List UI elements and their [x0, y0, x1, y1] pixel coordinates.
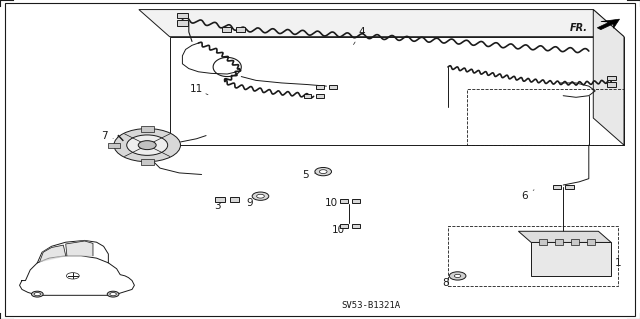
- Bar: [222, 27, 231, 32]
- Circle shape: [315, 167, 332, 176]
- Text: SV53-B1321A: SV53-B1321A: [342, 301, 401, 310]
- Bar: [141, 126, 154, 132]
- Text: 11: 11: [190, 84, 208, 95]
- Bar: [304, 94, 312, 98]
- Bar: [352, 199, 360, 203]
- Text: 4: 4: [353, 27, 365, 45]
- Bar: [177, 13, 188, 18]
- Circle shape: [449, 272, 466, 280]
- Bar: [316, 85, 324, 89]
- Bar: [448, 226, 618, 286]
- Bar: [230, 197, 239, 202]
- Bar: [352, 224, 360, 228]
- Circle shape: [127, 135, 168, 155]
- Text: 10: 10: [332, 225, 344, 235]
- Text: FR.: FR.: [570, 23, 588, 33]
- Bar: [588, 239, 595, 245]
- Bar: [531, 242, 611, 276]
- Text: 5: 5: [303, 170, 316, 181]
- Circle shape: [319, 170, 327, 174]
- Bar: [540, 239, 547, 245]
- Text: 10: 10: [325, 197, 342, 208]
- Text: 9: 9: [246, 198, 257, 208]
- Circle shape: [138, 141, 156, 150]
- Polygon shape: [597, 19, 620, 30]
- Bar: [141, 159, 154, 165]
- Bar: [572, 239, 579, 245]
- Polygon shape: [518, 231, 611, 242]
- Polygon shape: [66, 241, 93, 256]
- Bar: [607, 82, 616, 87]
- Bar: [556, 239, 563, 245]
- Bar: [553, 184, 561, 189]
- Bar: [316, 94, 323, 98]
- Polygon shape: [170, 37, 624, 145]
- Circle shape: [454, 274, 461, 278]
- Bar: [108, 143, 120, 148]
- Text: 1: 1: [604, 252, 621, 268]
- Polygon shape: [139, 10, 624, 37]
- Bar: [329, 85, 337, 89]
- Circle shape: [31, 291, 43, 297]
- Text: 6: 6: [522, 190, 534, 201]
- Text: 2: 2: [125, 135, 138, 145]
- Circle shape: [110, 293, 116, 296]
- Circle shape: [257, 194, 264, 198]
- Circle shape: [108, 291, 119, 297]
- Polygon shape: [593, 10, 624, 145]
- Text: 3: 3: [214, 200, 226, 211]
- Bar: [236, 27, 245, 32]
- Text: 7: 7: [101, 130, 113, 141]
- Polygon shape: [40, 245, 66, 262]
- Circle shape: [114, 129, 180, 162]
- Text: 8: 8: [442, 278, 456, 288]
- Bar: [340, 199, 348, 203]
- Bar: [566, 184, 574, 189]
- Bar: [607, 76, 616, 80]
- Bar: [340, 224, 348, 228]
- Bar: [215, 197, 225, 202]
- Bar: [177, 20, 188, 26]
- Circle shape: [34, 293, 40, 296]
- Circle shape: [252, 192, 269, 200]
